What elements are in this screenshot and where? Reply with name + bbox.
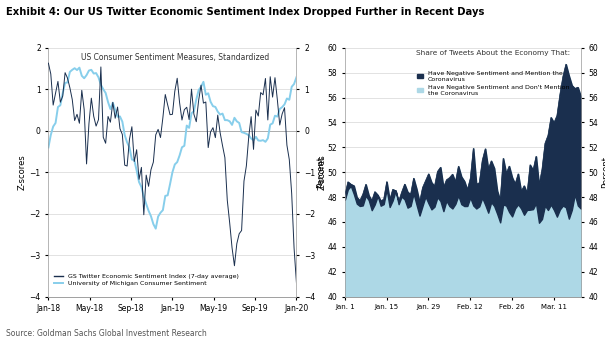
Y-axis label: Percent: Percent bbox=[316, 156, 325, 188]
Legend: Have Negative Sentiment and Mention the
Coronavirus, Have Negative Sentiment and: Have Negative Sentiment and Mention the … bbox=[414, 68, 572, 98]
Text: Exhibit 4: Our US Twitter Economic Sentiment Index Dropped Further in Recent Day: Exhibit 4: Our US Twitter Economic Senti… bbox=[6, 7, 485, 17]
Text: Share of Tweets About the Economy That:: Share of Tweets About the Economy That: bbox=[416, 50, 570, 56]
Legend: GS Twitter Economic Sentiment Index (7-day average), University of Michigan Cons: GS Twitter Economic Sentiment Index (7-d… bbox=[51, 271, 242, 288]
Y-axis label: Z-scores: Z-scores bbox=[18, 154, 27, 190]
Y-axis label: Percent: Percent bbox=[601, 156, 605, 188]
Y-axis label: Z-scores: Z-scores bbox=[318, 154, 327, 190]
Text: US Consumer Sentiment Measures, Standardized: US Consumer Sentiment Measures, Standard… bbox=[80, 53, 269, 62]
Text: Source: Goldman Sachs Global Investment Research: Source: Goldman Sachs Global Investment … bbox=[6, 329, 207, 338]
